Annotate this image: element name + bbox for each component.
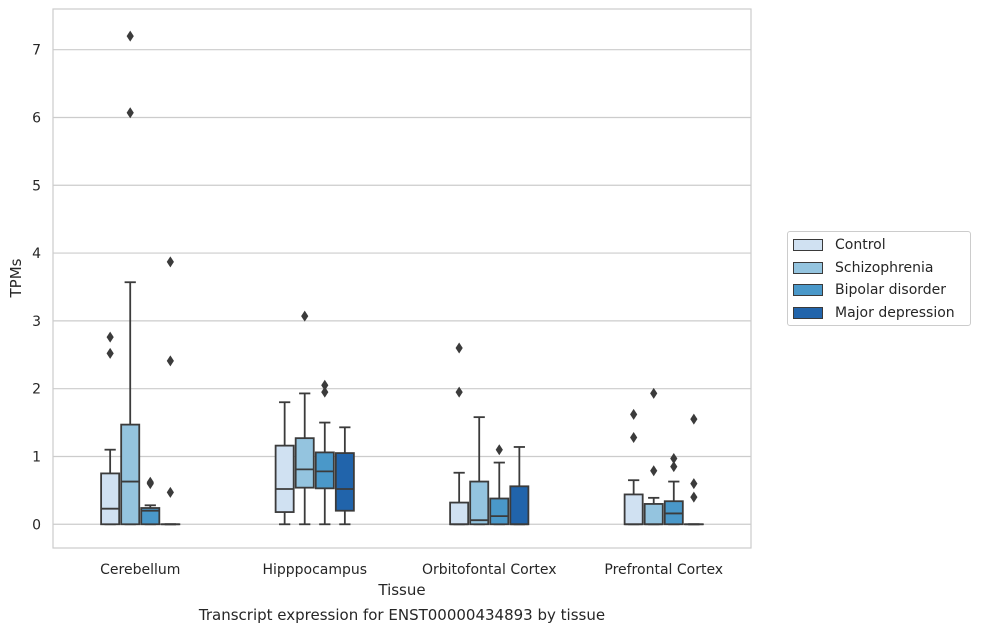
box-major-depression <box>160 256 181 526</box>
box <box>623 493 644 526</box>
legend-label: Control <box>835 237 886 253</box>
legend-swatch <box>793 306 823 319</box>
box-major-depression <box>509 446 530 526</box>
box <box>120 423 141 526</box>
y-tick-label: 5 <box>32 178 41 194</box>
outlier-point <box>126 30 134 42</box>
box-series <box>100 30 704 526</box>
outlier-point <box>321 379 329 391</box>
outlier-point <box>690 413 698 425</box>
x-tick-label: Orbitofontal Cortex <box>422 562 557 578</box>
x-tick-label: Cerebellum <box>100 562 180 578</box>
outlier-point <box>126 107 134 119</box>
box-bipolar-disorder <box>489 444 510 526</box>
outlier-point <box>301 310 309 322</box>
y-tick-label: 1 <box>32 449 41 465</box>
outlier-point <box>166 256 174 268</box>
outlier-point <box>166 355 174 367</box>
outlier-point <box>455 386 463 398</box>
box-control <box>274 401 295 526</box>
box <box>643 503 664 526</box>
outlier-point <box>106 331 114 343</box>
box-schizophrenia <box>120 30 141 526</box>
outlier-point <box>670 461 678 473</box>
legend-swatch <box>793 261 823 274</box>
box <box>469 480 490 526</box>
outlier-point <box>106 347 114 359</box>
legend-swatch <box>793 239 823 251</box>
plot-area <box>53 9 751 548</box>
legend-item-major-depression: Major depression <box>793 303 955 323</box>
box <box>140 507 161 526</box>
box <box>509 485 530 526</box>
y-tick-label: 3 <box>32 314 41 330</box>
box-schizophrenia <box>294 310 315 526</box>
legend: Control Schizophrenia Bipolar disorder Majo… <box>787 231 971 326</box>
box-bipolar-disorder <box>140 476 161 526</box>
box <box>314 451 335 490</box>
y-tick-label: 7 <box>32 43 41 59</box>
outlier-point <box>670 453 678 465</box>
outlier-point <box>146 476 154 488</box>
outlier-point <box>455 342 463 354</box>
plot-frame <box>52 8 752 549</box>
y-tick-label: 6 <box>32 110 41 126</box>
legend-item-control: Control <box>793 235 886 255</box>
outlier-point <box>166 486 174 498</box>
x-tick-label: Prefrontal Cortex <box>604 562 723 578</box>
x-tick-label: Hipppocampus <box>262 562 367 578</box>
legend-item-schizophrenia: Schizophrenia <box>793 258 933 278</box>
box-control <box>449 342 470 526</box>
box-major-depression <box>334 426 355 526</box>
outlier-point <box>650 465 658 477</box>
outlier-point <box>690 478 698 490</box>
box <box>294 437 315 489</box>
box <box>334 452 355 512</box>
outlier-point <box>495 444 503 456</box>
box <box>274 444 295 513</box>
legend-label: Major depression <box>835 304 955 321</box>
box-schizophrenia <box>469 416 490 526</box>
legend-item-bipolar-disorder: Bipolar disorder <box>793 280 946 300</box>
legend-swatch <box>793 284 823 296</box>
x-tick-labels: Cerebellum Hipppocampus Orbitofontal Corte… <box>100 562 723 578</box>
box-control <box>100 331 121 526</box>
outlier-point <box>650 387 658 399</box>
box-bipolar-disorder <box>663 453 684 526</box>
box-control <box>623 408 644 526</box>
outlier-point <box>630 408 638 420</box>
x-axis-label: Tissue <box>377 581 425 599</box>
y-tick-label: 2 <box>32 382 41 398</box>
y-axis-label: TPMs <box>7 258 25 298</box>
outlier-point <box>630 431 638 443</box>
box <box>100 472 121 526</box>
box-schizophrenia <box>643 387 664 526</box>
box-major-depression <box>683 413 704 526</box>
box-bipolar-disorder <box>314 379 335 526</box>
outlier-point <box>321 386 329 398</box>
figure-caption: Transcript expression for ENST0000043489… <box>198 606 606 624</box>
outlier-point <box>690 491 698 503</box>
legend-label: Schizophrenia <box>835 259 934 276</box>
box <box>449 501 470 526</box>
y-tick-labels: 0 1 2 3 4 5 6 7 <box>32 43 41 534</box>
y-tick-label: 0 <box>32 517 41 533</box>
legend-label: Bipolar disorder <box>835 282 947 298</box>
y-tick-label: 4 <box>32 246 41 262</box>
box <box>489 497 510 526</box>
